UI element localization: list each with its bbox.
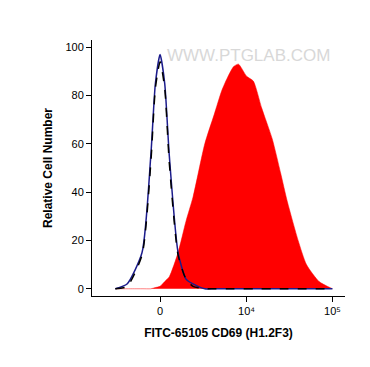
svg-text:0: 0: [78, 283, 84, 295]
svg-text:40: 40: [72, 186, 84, 198]
svg-text:10⁴: 10⁴: [238, 305, 255, 317]
svg-text:WWW.PTGLAB.COM: WWW.PTGLAB.COM: [167, 46, 330, 65]
svg-text:60: 60: [72, 138, 84, 150]
svg-text:20: 20: [72, 234, 84, 246]
svg-text:0: 0: [157, 305, 163, 317]
svg-text:80: 80: [72, 89, 84, 101]
svg-text:Relative Cell Number: Relative Cell Number: [41, 108, 55, 228]
svg-text:FITC-65105 CD69 (H1.2F3): FITC-65105 CD69 (H1.2F3): [144, 326, 293, 340]
svg-text:100: 100: [65, 41, 83, 53]
svg-text:10⁵: 10⁵: [324, 305, 341, 317]
